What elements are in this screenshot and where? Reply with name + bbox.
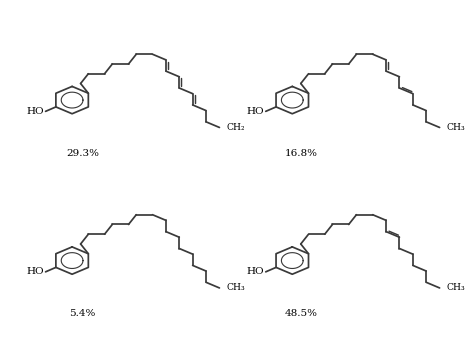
Text: HO: HO [27, 107, 44, 116]
Text: 29.3%: 29.3% [66, 149, 99, 158]
Text: HO: HO [246, 267, 264, 276]
Text: CH₃: CH₃ [227, 283, 245, 293]
Text: HO: HO [27, 267, 44, 276]
Text: CH₂: CH₂ [227, 123, 245, 132]
Text: 5.4%: 5.4% [69, 309, 96, 318]
Text: CH₃: CH₃ [447, 123, 465, 132]
Text: 16.8%: 16.8% [285, 149, 318, 158]
Text: CH₃: CH₃ [447, 283, 465, 293]
Text: HO: HO [246, 107, 264, 116]
Text: 48.5%: 48.5% [285, 309, 318, 318]
